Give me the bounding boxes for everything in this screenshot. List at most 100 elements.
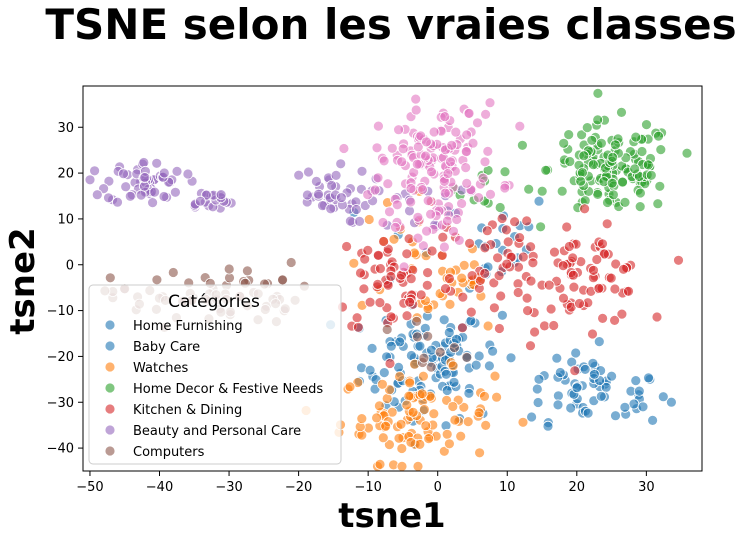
scatter-point (425, 208, 437, 220)
scatter-point (568, 281, 580, 293)
scatter-point (277, 274, 289, 286)
scatter-point (484, 97, 496, 109)
scatter-point (587, 328, 598, 340)
scatter-point (596, 137, 607, 149)
scatter-point (112, 196, 123, 208)
scatter-point (545, 303, 557, 315)
scatter-point (630, 131, 642, 143)
scatter-point (138, 157, 150, 168)
scatter-point (374, 263, 386, 275)
scatter-point (462, 416, 474, 428)
scatter-point (551, 352, 563, 364)
scatter-point (480, 109, 492, 120)
scatter-point (549, 246, 560, 258)
scatter-point (645, 169, 657, 181)
scatter-point (473, 407, 485, 419)
scatter-point (595, 390, 607, 402)
y-tick-label: −20 (47, 350, 74, 365)
scatter-point (373, 400, 385, 412)
scatter-point (673, 254, 684, 266)
scatter-point (158, 167, 170, 179)
scatter-point (567, 252, 579, 264)
legend-box (88, 284, 342, 465)
legend-label: Baby Care (133, 340, 200, 355)
scatter-point (522, 305, 533, 317)
scatter-point (617, 176, 628, 188)
scatter-point (404, 377, 416, 389)
x-tick-label: 10 (499, 480, 516, 495)
scatter-point (535, 221, 546, 233)
scatter-point (371, 142, 383, 154)
scatter-point (500, 224, 512, 236)
scatter-point (633, 385, 645, 397)
scatter-point (448, 225, 459, 237)
scatter-point (592, 88, 604, 99)
scatter-point (479, 267, 491, 279)
scatter-point (446, 139, 458, 151)
scatter-point (355, 267, 366, 279)
scatter-point (414, 438, 426, 450)
scatter-point (372, 249, 384, 261)
scatter-point (167, 267, 179, 278)
scatter-point (542, 420, 554, 432)
y-tick-label: −30 (47, 396, 74, 411)
scatter-point (89, 165, 100, 177)
scatter-point (384, 206, 395, 218)
x-tick-label: −40 (146, 480, 173, 495)
scatter-point (91, 189, 103, 201)
scatter-point (482, 145, 494, 157)
scatter-point (445, 156, 456, 168)
y-tick-label: 0 (66, 258, 74, 273)
scatter-point (618, 263, 629, 275)
scatter-point (619, 401, 631, 413)
scatter-point (457, 291, 469, 303)
scatter-point (479, 242, 491, 254)
scatter-point (602, 197, 613, 208)
scatter-point (404, 205, 415, 217)
scatter-point (531, 383, 543, 395)
scatter-point (385, 271, 397, 282)
legend-marker (104, 340, 116, 352)
scatter-point (637, 401, 649, 413)
scatter-point (352, 321, 364, 333)
scatter-point (341, 241, 353, 252)
scatter-point (526, 411, 537, 423)
scatter-point (448, 342, 460, 354)
scatter-point (607, 151, 619, 163)
scatter-point (533, 195, 545, 207)
scatter-point (467, 137, 479, 149)
scatter-point (610, 410, 621, 422)
scatter-point (169, 186, 181, 198)
scatter-point (335, 192, 347, 204)
scatter-point (501, 258, 513, 270)
scatter-point (403, 390, 415, 402)
scatter-point (466, 270, 478, 282)
scatter-point (390, 221, 401, 233)
scatter-point (456, 322, 468, 334)
scatter-point (410, 104, 422, 116)
scatter-point (652, 198, 664, 210)
scatter-point (401, 399, 413, 411)
scatter-point (597, 238, 608, 250)
scatter-point (502, 236, 514, 248)
x-tick-label: −30 (215, 480, 242, 495)
scatter-point (410, 93, 422, 105)
scatter-point (492, 252, 504, 264)
scatter-point (527, 257, 539, 269)
scatter-point (104, 272, 116, 284)
scatter-point (151, 274, 163, 286)
scatter-point (465, 306, 477, 318)
scatter-point (525, 340, 536, 352)
scatter-point (364, 296, 376, 308)
scatter-point (449, 414, 461, 426)
scatter-point (463, 108, 475, 119)
scatter-point (441, 215, 453, 227)
scatter-point (630, 375, 642, 387)
scatter-point (384, 384, 395, 396)
scatter-point (655, 144, 667, 156)
scatter-point (421, 279, 433, 291)
scatter-point (533, 373, 545, 385)
scatter-point (623, 285, 634, 297)
scatter-point (496, 213, 508, 224)
